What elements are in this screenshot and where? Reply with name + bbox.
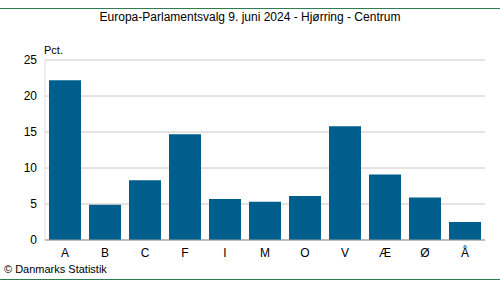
svg-text:25: 25 bbox=[24, 53, 38, 67]
svg-text:I: I bbox=[223, 246, 226, 260]
svg-text:0: 0 bbox=[30, 233, 37, 247]
svg-text:A: A bbox=[61, 246, 69, 260]
svg-text:15: 15 bbox=[24, 125, 38, 139]
svg-text:M: M bbox=[260, 246, 270, 260]
svg-text:B: B bbox=[101, 246, 109, 260]
html-text:Pct.: Pct. bbox=[44, 44, 63, 56]
svg-text:5: 5 bbox=[30, 197, 37, 211]
svg-text:V: V bbox=[341, 246, 349, 260]
svg-text:F: F bbox=[181, 246, 188, 260]
html-text:© Danmarks Statistik: © Danmarks Statistik bbox=[4, 263, 107, 275]
svg-text:Æ: Æ bbox=[379, 246, 391, 260]
svg-text:O: O bbox=[300, 246, 309, 260]
svg-text:Å: Å bbox=[461, 245, 469, 260]
svg-text:20: 20 bbox=[24, 89, 38, 103]
html-text:Europa-Parlamentsvalg 9. juni: Europa-Parlamentsvalg 9. juni 2024 - Hjø… bbox=[99, 10, 401, 24]
svg-text:C: C bbox=[141, 246, 150, 260]
svg-text:10: 10 bbox=[24, 161, 38, 175]
svg-text:Ø: Ø bbox=[420, 246, 429, 260]
